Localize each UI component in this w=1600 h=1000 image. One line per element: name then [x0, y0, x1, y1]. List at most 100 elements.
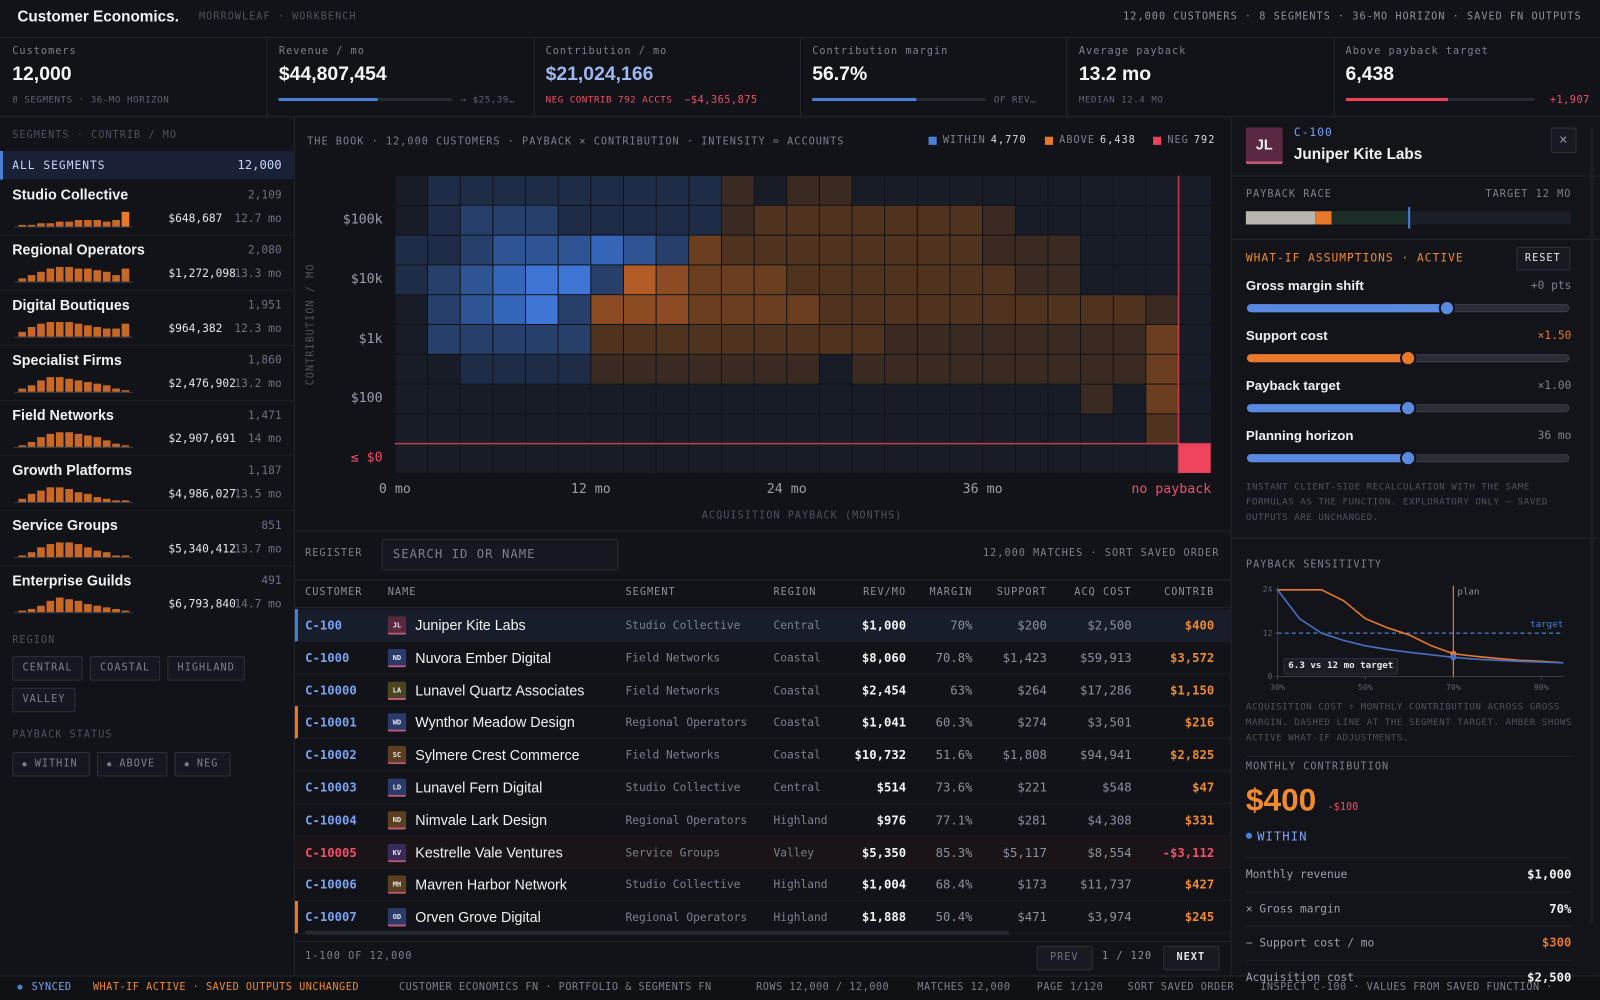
- kpi-value: $44,807,454: [278, 63, 387, 86]
- acq-cost: $59,913: [1080, 650, 1132, 665]
- margin: 68.4%: [935, 877, 973, 892]
- heat-cell: [983, 354, 1015, 384]
- column-header: NAME: [387, 586, 417, 598]
- prev-button[interactable]: [1036, 945, 1093, 971]
- x-tick-label: 36 mo: [962, 481, 1003, 498]
- heat-cell-empty: [1113, 176, 1146, 205]
- spark-bar: [55, 322, 64, 337]
- table-header-bottom: [294, 607, 1231, 609]
- slider-knob[interactable]: [1399, 399, 1417, 417]
- segment-row[interactable]: [0, 456, 294, 512]
- detail-scroll: [1589, 127, 1594, 924]
- table-row[interactable]: [294, 836, 1231, 869]
- customer-name: Wynthor Meadow Design: [415, 714, 575, 731]
- avatar-initials: MH: [392, 880, 402, 889]
- filter-chip[interactable]: [12, 656, 83, 681]
- heat-cell-empty: [493, 444, 525, 473]
- slider-knob[interactable]: [1438, 299, 1455, 317]
- h-scrollbar: [305, 930, 1010, 935]
- heat-cell: [819, 176, 852, 205]
- segment-row[interactable]: [0, 346, 294, 402]
- spark-bar: [121, 268, 130, 282]
- slider-fill: [1246, 454, 1409, 463]
- kpi-value: 12,000: [12, 63, 72, 86]
- heat-cell: [591, 324, 623, 354]
- region: Highland: [773, 878, 828, 892]
- sensitivity-line: [1277, 588, 1564, 664]
- avatar: [387, 681, 407, 700]
- slider-knob[interactable]: [1399, 349, 1417, 367]
- segment-row[interactable]: [0, 181, 294, 236]
- segment-name: Digital Boutiques: [12, 296, 130, 313]
- table-row[interactable]: [294, 869, 1231, 902]
- slider-fill: [1246, 304, 1447, 313]
- next-button[interactable]: [1163, 945, 1220, 971]
- heat-cell: [460, 354, 493, 384]
- all-segments-row[interactable]: [0, 151, 294, 180]
- heat-cell: [721, 265, 754, 295]
- reset-button[interactable]: [1516, 246, 1571, 271]
- heat-cell-empty: [493, 414, 525, 444]
- segment-contrib: $2,907,691: [168, 432, 236, 446]
- spark-bar: [18, 278, 27, 282]
- heat-cell: [493, 354, 525, 384]
- table-row[interactable]: [294, 771, 1231, 804]
- heat-cell-empty: [1113, 205, 1146, 235]
- close-button[interactable]: [1551, 127, 1577, 154]
- table-row[interactable]: [294, 739, 1231, 772]
- spark-bar: [84, 435, 92, 447]
- contrib: $47: [1192, 780, 1215, 795]
- table-row[interactable]: [294, 706, 1231, 739]
- kpi-divider: [1066, 37, 1068, 118]
- heat-cell: [558, 176, 591, 205]
- table-row[interactable]: [294, 804, 1231, 837]
- legend-count: 4,770: [990, 134, 1027, 146]
- heatmap-panel: [294, 117, 1231, 532]
- race-window: [1331, 211, 1410, 225]
- y-tick-label: $10k: [350, 271, 383, 288]
- segment-row[interactable]: [0, 291, 294, 346]
- table-row[interactable]: [294, 674, 1231, 707]
- heat-cell: [1146, 295, 1179, 324]
- segment-row[interactable]: [0, 401, 294, 457]
- legend-count: 6,438: [1099, 134, 1136, 146]
- segment: Studio Collective: [625, 780, 741, 795]
- filter-chip[interactable]: [167, 656, 245, 681]
- spark-bar: [65, 221, 73, 227]
- spark-bar: [121, 500, 130, 503]
- slider-knob[interactable]: [1399, 449, 1417, 467]
- spark-bar: [37, 271, 45, 282]
- segment-row[interactable]: [0, 236, 294, 291]
- heat-cell-empty: [950, 384, 983, 414]
- all-segments-count: 12,000: [237, 157, 282, 173]
- spark-bar: [121, 445, 130, 447]
- divider: [1245, 891, 1573, 893]
- heat-cell-empty: [460, 384, 493, 414]
- table-row[interactable]: [294, 642, 1231, 675]
- heat-cell-empty: [754, 176, 787, 205]
- heat-cell: [754, 295, 787, 324]
- heat-cell: [428, 235, 460, 265]
- heat-cell: [591, 265, 623, 295]
- segment-row[interactable]: [0, 511, 294, 567]
- filter-chip[interactable]: [12, 687, 76, 713]
- heat-cell: [428, 176, 460, 205]
- heat-cell: [428, 265, 460, 295]
- acq-cost: $11,737: [1080, 877, 1132, 892]
- avatar: [387, 843, 407, 862]
- filter-chip[interactable]: [89, 656, 161, 681]
- annotation: 6.3 vs 12 mo target: [1288, 660, 1394, 672]
- detail-id: C-100: [1293, 125, 1333, 140]
- heat-cell: [1146, 414, 1179, 444]
- heat-cell: [754, 205, 787, 235]
- filter-chip-label: VALLEY: [22, 693, 66, 706]
- heat-cell: [1146, 384, 1179, 414]
- matches: 12,000 MATCHES · SORT SAVED ORDER: [982, 547, 1220, 560]
- table-row[interactable]: [294, 609, 1231, 642]
- race-label: PAYBACK RACE: [1245, 188, 1332, 200]
- segment-name: Service Groups: [12, 516, 118, 534]
- filter-chip[interactable]: [174, 752, 231, 777]
- search-box[interactable]: [381, 538, 619, 571]
- heat-cell: [558, 324, 591, 354]
